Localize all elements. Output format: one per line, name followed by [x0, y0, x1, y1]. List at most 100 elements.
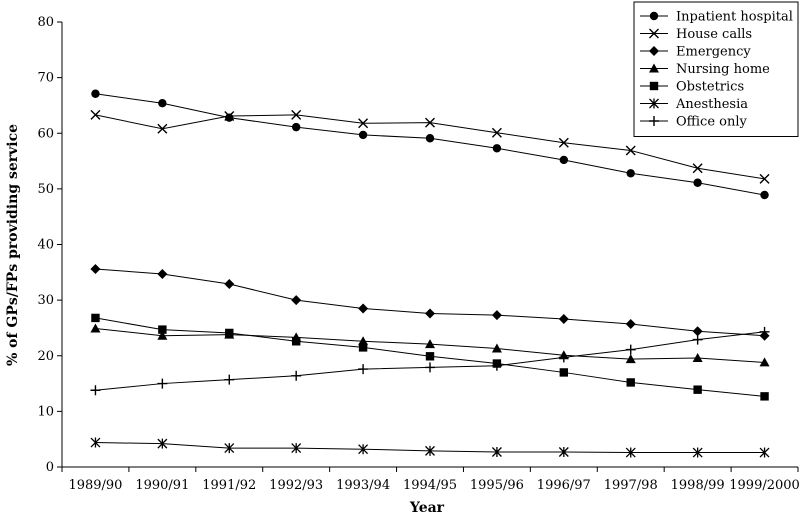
data-point-nursing-home [692, 352, 703, 362]
data-point-emergency [425, 308, 435, 319]
x-tick-label: 1992/93 [269, 478, 323, 493]
y-tick-label: 70 [37, 71, 54, 86]
y-tick-label: 40 [37, 238, 54, 253]
legend-label-nursing-home: Nursing home [676, 62, 770, 77]
data-point-nursing-home [90, 323, 101, 333]
data-point-emergency [224, 278, 235, 289]
data-point-inpatient-hospital [358, 130, 368, 140]
data-point-inpatient-hospital [559, 155, 569, 165]
data-point-inpatient-hospital [291, 122, 301, 132]
data-point-inpatient-hospital [693, 178, 702, 187]
data-point-house-calls [692, 163, 703, 174]
data-point-anesthesia [558, 446, 569, 457]
series-line-emergency [95, 268, 765, 337]
data-point-office-only [425, 362, 435, 373]
data-point-inpatient-hospital [626, 169, 635, 178]
data-point-inpatient-hospital [760, 190, 769, 200]
data-point-office-only [625, 344, 636, 355]
data-point-office-only [157, 378, 168, 389]
data-point-anesthesia [425, 445, 435, 456]
data-point-emergency [558, 314, 569, 325]
y-tick-label: 0 [46, 460, 54, 475]
data-point-anesthesia [625, 447, 636, 458]
data-point-house-calls [759, 173, 770, 184]
data-point-anesthesia [759, 447, 770, 458]
x-tick-label: 1996/97 [537, 478, 591, 493]
y-tick-label: 20 [37, 349, 54, 364]
x-tick-label: 1999/2000 [729, 478, 800, 493]
legend-marker-house-calls [649, 28, 659, 39]
data-point-house-calls [358, 118, 369, 129]
data-point-anesthesia [358, 444, 369, 455]
data-point-anesthesia [224, 443, 235, 454]
x-tick-label: 1995/96 [470, 478, 524, 493]
data-point-nursing-home [625, 354, 636, 364]
data-point-inpatient-hospital [225, 113, 234, 122]
data-point-obstetrics [91, 313, 100, 323]
y-tick-label: 80 [37, 15, 54, 30]
y-tick-label: 10 [37, 404, 54, 419]
data-point-anesthesia [692, 447, 703, 458]
data-point-house-calls [491, 127, 502, 138]
legend-label-inpatient-hospital: Inpatient hospital [676, 10, 793, 25]
x-tick-label: 1998/99 [671, 478, 725, 493]
data-point-house-calls [425, 117, 435, 128]
y-axis-title: % of GPs/FPs providing service [5, 124, 21, 366]
data-point-anesthesia [291, 443, 302, 454]
data-point-emergency [157, 268, 168, 279]
data-point-anesthesia [157, 438, 168, 449]
data-point-inpatient-hospital [425, 134, 435, 143]
legend-marker-nursing-home [649, 63, 659, 73]
legend: Inpatient hospital House calls Emergency Nu… [633, 1, 799, 137]
legend-box [633, 1, 799, 137]
data-point-anesthesia [90, 437, 101, 448]
data-point-office-only [358, 364, 369, 375]
data-point-obstetrics [225, 328, 234, 338]
y-tick-label: 60 [37, 126, 54, 141]
data-point-inpatient-hospital [492, 144, 502, 153]
data-point-house-calls [90, 109, 101, 120]
data-point-house-calls [558, 137, 569, 148]
x-tick-label: 1997/98 [604, 478, 658, 493]
x-tick-label: 1989/90 [68, 478, 122, 493]
data-point-office-only [491, 360, 502, 371]
data-point-nursing-home [491, 343, 502, 353]
data-point-emergency [491, 310, 502, 321]
data-point-house-calls [157, 123, 168, 134]
legend-label-emergency: Emergency [676, 45, 751, 60]
data-point-emergency [291, 295, 302, 306]
data-point-nursing-home [358, 336, 369, 346]
legend-marker-obstetrics [649, 81, 659, 91]
legend-marker-emergency [649, 46, 659, 56]
data-point-house-calls [291, 109, 302, 120]
data-point-obstetrics [425, 352, 435, 361]
legend-label-anesthesia: Anesthesia [675, 97, 748, 112]
legend-marker-anesthesia [649, 98, 659, 109]
data-point-obstetrics [559, 368, 569, 377]
legend-label-office-only: Office only [676, 115, 748, 130]
data-point-obstetrics [760, 392, 769, 401]
data-point-office-only [291, 370, 302, 381]
x-tick-label: 1991/92 [202, 478, 256, 493]
data-point-obstetrics [158, 325, 167, 334]
data-point-nursing-home [759, 357, 770, 367]
data-point-emergency [692, 326, 703, 337]
plot-area: 0 10 20 30 40 50 60 70 80 1989/90 1990/91 1991/92 19… [37, 15, 799, 493]
data-point-obstetrics [358, 343, 368, 352]
legend-label-obstetrics: Obstetrics [676, 80, 744, 95]
data-point-obstetrics [693, 385, 702, 394]
data-point-office-only [759, 326, 770, 337]
x-tick-label: 1994/95 [403, 478, 457, 493]
y-tick-label: 50 [37, 182, 54, 197]
data-point-inpatient-hospital [158, 99, 167, 108]
data-point-office-only [558, 352, 569, 363]
x-tick-label: 1990/91 [135, 478, 189, 493]
data-point-house-calls [224, 111, 235, 122]
data-point-office-only [224, 374, 235, 385]
data-point-nursing-home [425, 339, 435, 349]
data-point-nursing-home [157, 330, 168, 340]
x-axis-title: Year [409, 500, 445, 516]
data-point-office-only [90, 385, 101, 396]
legend-marker-inpatient-hospital [649, 11, 659, 21]
